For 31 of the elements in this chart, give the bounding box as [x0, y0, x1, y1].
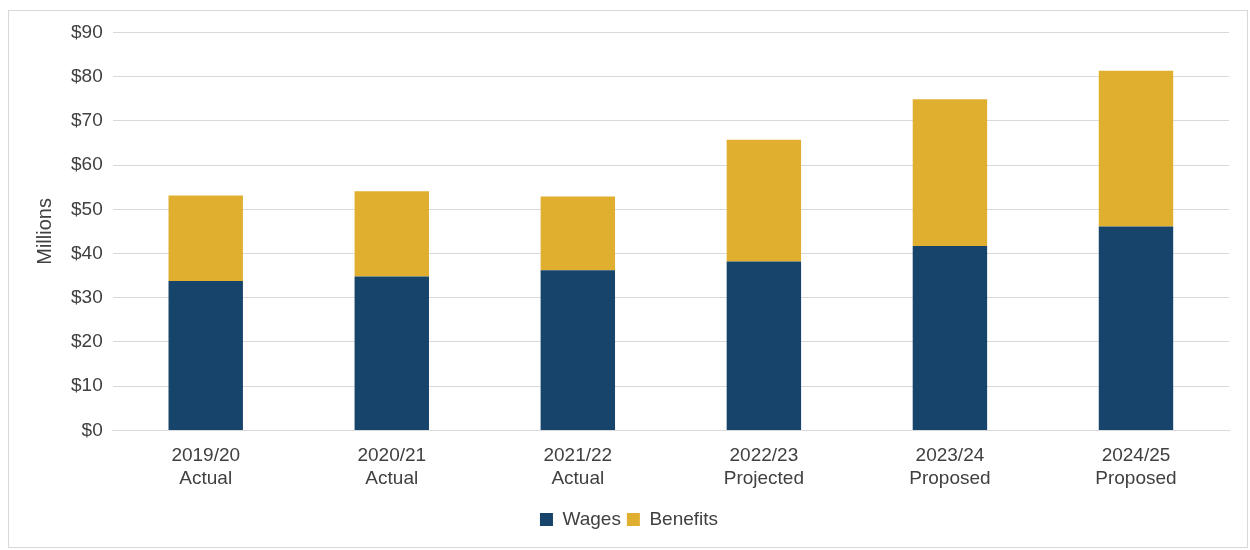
y-tick-label: $50 — [71, 197, 103, 219]
y-tick-label: $40 — [71, 241, 103, 263]
bar — [168, 195, 243, 281]
y-tick-label: $90 — [71, 20, 103, 42]
y-tick-label: $70 — [71, 109, 103, 131]
bar — [168, 280, 243, 430]
y-tick-label: $0 — [81, 418, 103, 440]
x-tick-label: 2022/23 Projected — [723, 444, 805, 488]
bar — [354, 276, 429, 430]
y-tick-label: $20 — [71, 330, 103, 352]
x-tick-label: 2023/24 Proposed — [909, 444, 991, 488]
bar — [912, 245, 988, 430]
bar — [540, 270, 616, 430]
x-tick-label: 2019/20 Actual — [171, 444, 241, 488]
bar — [354, 191, 429, 277]
x-tick-label: 2024/25 Proposed — [1095, 444, 1177, 488]
x-tick-label: 2020/21 Actual — [357, 444, 427, 488]
bar — [726, 139, 802, 262]
bar — [726, 261, 802, 430]
bar — [912, 99, 988, 246]
legend-label: Wages — [562, 507, 621, 529]
bar — [1098, 226, 1174, 430]
y-tick-label: $80 — [71, 64, 103, 86]
y-axis-title: Millions — [32, 198, 55, 265]
y-tick-label: $30 — [71, 285, 103, 307]
bar — [1098, 70, 1174, 227]
y-tick-label: $10 — [71, 374, 103, 396]
x-tick-label: 2021/22 Actual — [543, 444, 613, 488]
legend-label: Benefits — [649, 507, 719, 529]
y-tick-label: $60 — [71, 153, 103, 175]
bar — [540, 196, 616, 271]
